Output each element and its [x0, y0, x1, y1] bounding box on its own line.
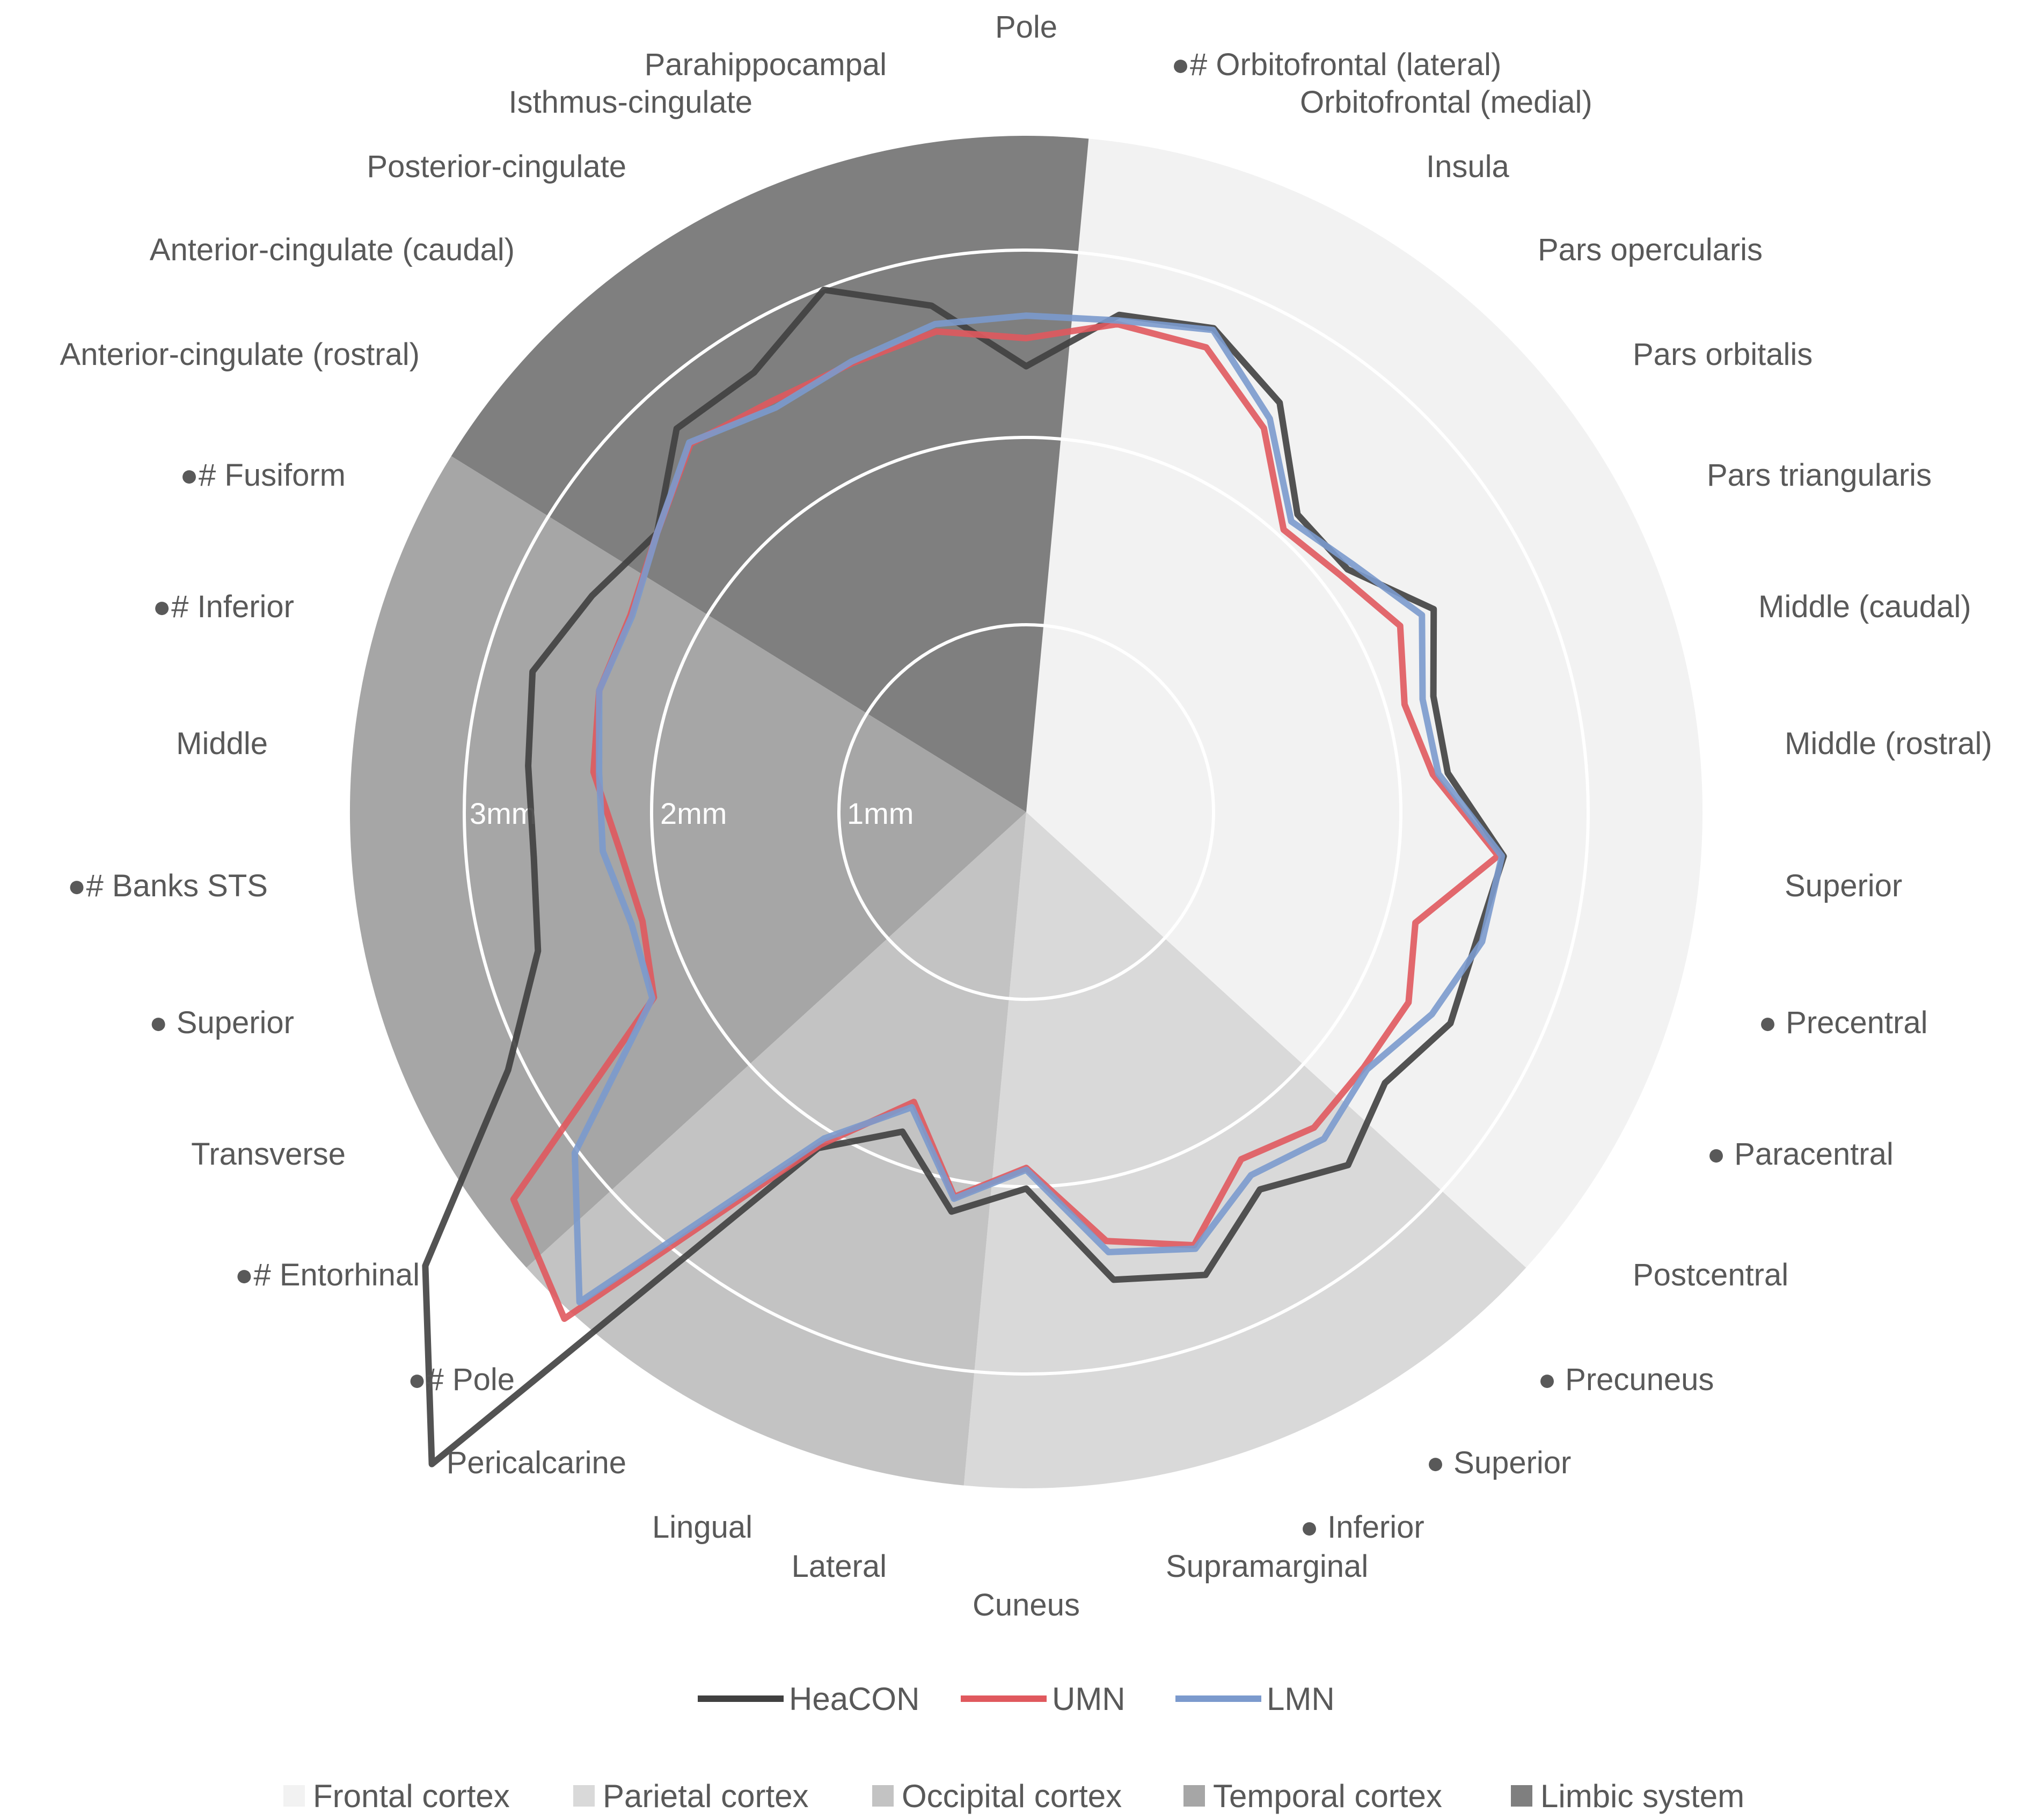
category-label: ●# Banks STS [67, 868, 268, 903]
category-label: Lingual [652, 1510, 752, 1545]
legend-label-parietal-cortex: Parietal cortex [603, 1778, 809, 1814]
region-sector-occipital-cortex [526, 812, 1026, 1486]
series-line-lmn [571, 312, 1506, 1305]
category-label: ● Paracentral [1707, 1137, 1894, 1172]
category-label: Posterior-cingulate [367, 149, 626, 184]
series-line-heacon [422, 287, 1507, 1467]
category-label: ● Inferior [1300, 1510, 1424, 1545]
category-label: ● Superior [149, 1005, 294, 1040]
ring-label-2mm: 2mm [660, 796, 727, 830]
category-labels: Pole ●# Orbitofrontal (lateral) Orbitofr… [60, 10, 1992, 1622]
category-label: ● Precuneus [1538, 1362, 1714, 1397]
legend-label-lmn: LMN [1267, 1681, 1335, 1717]
legend-label-occipital-cortex: Occipital cortex [902, 1778, 1122, 1814]
grid-ring-1mm [837, 623, 1215, 1001]
category-label: ● Superior [1426, 1445, 1571, 1480]
category-label: Supramarginal [1166, 1549, 1368, 1584]
category-label: Pars opercularis [1538, 232, 1763, 267]
category-label: ●# Inferior [152, 589, 294, 624]
category-label: Parahippocampal [645, 47, 887, 82]
category-label: ●# Fusiform [180, 458, 346, 493]
category-label: Postcentral [1633, 1258, 1788, 1292]
ring-label-1mm: 1mm [847, 796, 914, 830]
category-label: Middle (caudal) [1758, 589, 1971, 624]
category-label: ●# Entorhinal [235, 1258, 420, 1292]
legend-swatch-temporal-cortex [1183, 1785, 1205, 1807]
series-legend: HeaCON UMN LMN [698, 1681, 1335, 1717]
legend-swatch-occipital-cortex [872, 1785, 894, 1807]
category-label: ●# Pole [408, 1362, 515, 1397]
category-label: Orbitofrontal (medial) [1300, 85, 1592, 120]
category-label: Pole [995, 10, 1057, 45]
grid-ring-3mm [463, 248, 1590, 1376]
category-label: Insula [1426, 149, 1510, 184]
legend-swatch-frontal-cortex [283, 1785, 305, 1807]
category-label: Superior [1785, 868, 1902, 903]
legend-label-heacon: HeaCON [789, 1681, 919, 1717]
category-label: Anterior-cingulate (rostral) [60, 337, 420, 372]
region-sectors [349, 136, 1703, 1488]
category-label: ● Precentral [1758, 1005, 1928, 1040]
region-sector-temporal-cortex [349, 456, 1026, 1268]
category-label: ●# Orbitofrontal (lateral) [1171, 47, 1501, 82]
category-label: Pars orbitalis [1633, 337, 1813, 372]
category-label: Anterior-cingulate (caudal) [150, 232, 515, 267]
ring-labels: 1mm 2mm 3mm [470, 796, 914, 830]
region-sector-frontal-cortex [1026, 138, 1703, 1268]
category-label: Cuneus [973, 1588, 1080, 1622]
category-label: Pericalcarine [447, 1445, 626, 1480]
legend-swatch-parietal-cortex [573, 1785, 595, 1807]
ring-label-3mm: 3mm [470, 796, 536, 830]
region-legend: Frontal cortex Parietal cortex Occipital… [283, 1778, 1744, 1814]
category-label: Isthmus-cingulate [508, 85, 752, 120]
legend-label-limbic-system: Limbic system [1540, 1778, 1744, 1814]
category-label: Middle (rostral) [1785, 726, 1992, 761]
category-label: Transverse [191, 1137, 346, 1172]
legend-label-temporal-cortex: Temporal cortex [1213, 1778, 1442, 1814]
legend-label-umn: UMN [1052, 1681, 1126, 1717]
legend-swatch-limbic-system [1511, 1785, 1532, 1807]
category-label: Middle [176, 726, 268, 761]
grid-ring-4mm [275, 61, 1777, 1563]
series-lines [422, 287, 1507, 1467]
category-label: Pars triangularis [1707, 458, 1932, 493]
legend-label-frontal-cortex: Frontal cortex [313, 1778, 510, 1814]
category-label: Lateral [792, 1549, 887, 1584]
